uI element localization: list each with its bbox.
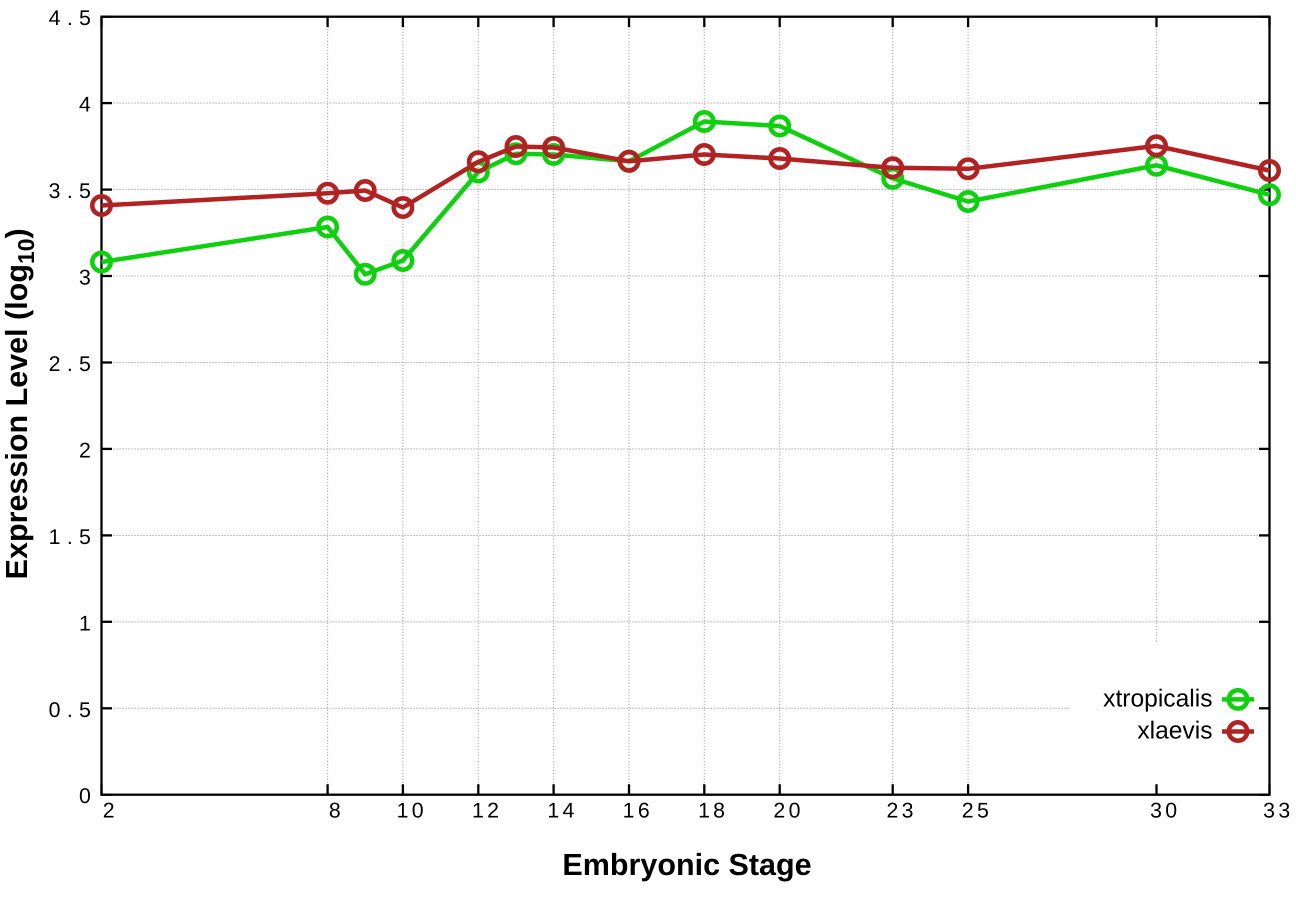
svg-text:2: 2 [49, 352, 61, 376]
svg-text:2: 2 [886, 798, 898, 822]
svg-text:3: 3 [902, 798, 914, 822]
svg-text:2: 2 [773, 798, 785, 822]
svg-text:.: . [67, 698, 73, 722]
svg-text:1: 1 [623, 798, 635, 822]
svg-text:1: 1 [79, 611, 91, 635]
svg-text:2: 2 [79, 438, 91, 462]
svg-text:0: 0 [789, 798, 801, 822]
svg-text:0: 0 [1165, 798, 1177, 822]
svg-text:2: 2 [103, 798, 115, 822]
svg-text:3: 3 [1150, 798, 1162, 822]
svg-text:3: 3 [79, 266, 91, 290]
svg-text:5: 5 [79, 698, 91, 722]
svg-text:.: . [67, 352, 73, 376]
svg-text:4: 4 [49, 6, 61, 30]
svg-text:2: 2 [487, 798, 499, 822]
svg-text:1: 1 [472, 798, 484, 822]
svg-text:xtropicalis: xtropicalis [1103, 685, 1212, 712]
svg-text:5: 5 [977, 798, 989, 822]
svg-text:0: 0 [49, 698, 61, 722]
svg-text:4: 4 [562, 798, 574, 822]
svg-text:2: 2 [962, 798, 974, 822]
svg-text:xlaevis: xlaevis [1137, 717, 1212, 744]
svg-text:5: 5 [79, 352, 91, 376]
svg-text:.: . [67, 179, 73, 203]
svg-text:.: . [67, 525, 73, 549]
svg-text:0: 0 [79, 784, 91, 808]
svg-text:8: 8 [329, 798, 341, 822]
svg-text:5: 5 [79, 6, 91, 30]
svg-text:.: . [67, 6, 73, 30]
svg-text:8: 8 [713, 798, 725, 822]
svg-text:5: 5 [79, 179, 91, 203]
svg-text:Expression Level (log10): Expression Level (log10) [0, 228, 39, 579]
svg-text:1: 1 [397, 798, 409, 822]
svg-text:6: 6 [638, 798, 650, 822]
svg-text:Embryonic Stage: Embryonic Stage [562, 848, 811, 882]
svg-text:3: 3 [49, 179, 61, 203]
svg-text:5: 5 [79, 525, 91, 549]
svg-text:0: 0 [412, 798, 424, 822]
svg-text:1: 1 [547, 798, 559, 822]
svg-text:4: 4 [79, 93, 91, 117]
svg-text:3: 3 [1278, 798, 1290, 822]
svg-text:1: 1 [49, 525, 61, 549]
svg-text:1: 1 [698, 798, 710, 822]
svg-text:3: 3 [1263, 798, 1275, 822]
